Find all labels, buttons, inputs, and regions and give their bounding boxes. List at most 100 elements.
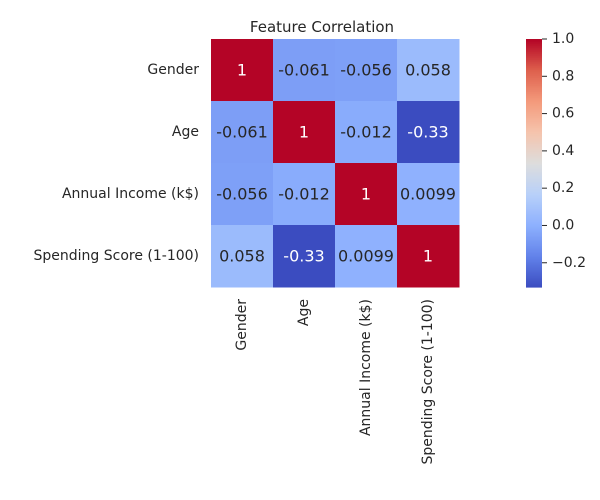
heatmap-cell <box>273 39 336 102</box>
heatmap-cell <box>335 101 398 164</box>
column-tick-label: Spending Score (1-100) <box>420 299 436 465</box>
colorbar-segment <box>526 147 542 150</box>
colorbar-segment <box>526 171 542 174</box>
colorbar-segment <box>526 69 542 72</box>
heatmap-cell-label: 0.0099 <box>400 185 456 204</box>
colorbar-segment <box>526 219 542 222</box>
colorbar-segment <box>526 175 542 178</box>
colorbar-segment <box>526 225 542 228</box>
colorbar-segment <box>526 41 542 44</box>
colorbar-segment <box>526 49 542 52</box>
colorbar-segment <box>526 121 542 124</box>
colorbar-segment <box>526 177 542 180</box>
heatmap-cell <box>397 225 460 288</box>
heatmap-cell <box>335 163 398 226</box>
colorbar-segment <box>526 145 542 148</box>
colorbar-segment <box>526 181 542 184</box>
colorbar-segment <box>526 129 542 132</box>
colorbar-segment <box>526 125 542 128</box>
colorbar-tick-label: 0.4 <box>552 143 574 159</box>
colorbar-segment <box>526 203 542 206</box>
colorbar-segment <box>526 117 542 120</box>
colorbar-segment <box>526 275 542 278</box>
colorbar-segment <box>526 77 542 80</box>
colorbar-segment <box>526 185 542 188</box>
row-tick-label: Gender <box>147 62 199 78</box>
colorbar-segment <box>526 75 542 78</box>
colorbar-segment <box>526 113 542 116</box>
colorbar-segment <box>526 253 542 256</box>
colorbar-segment <box>526 251 542 254</box>
colorbar-segment <box>526 59 542 62</box>
heatmap-cell <box>211 101 274 164</box>
colorbar-segment <box>526 67 542 70</box>
colorbar-tick-label: 0.6 <box>552 106 574 122</box>
colorbar-segment <box>526 227 542 230</box>
heatmap-cell <box>273 101 336 164</box>
colorbar-segment <box>526 233 542 236</box>
heatmap-cell <box>397 39 460 102</box>
colorbar-segment <box>526 137 542 140</box>
colorbar-segment <box>526 179 542 182</box>
colorbar-segment <box>526 55 542 58</box>
colorbar-segment <box>526 183 542 186</box>
colorbar-segment <box>526 101 542 104</box>
colorbar-segment <box>526 221 542 224</box>
colorbar-segment <box>526 161 542 164</box>
colorbar-segment <box>526 195 542 198</box>
heatmap-cell <box>211 39 274 102</box>
colorbar-tick-label: 0.8 <box>552 68 574 84</box>
row-tick-labels: Gender Age Annual Income (k$) Spending Scor… <box>33 62 199 264</box>
heatmap-cell-label: -0.012 <box>278 185 330 204</box>
colorbar-segment <box>526 127 542 130</box>
colorbar-segment <box>526 131 542 134</box>
colorbar-segment <box>526 277 542 280</box>
colorbar-segment <box>526 61 542 64</box>
colorbar-segment <box>526 99 542 102</box>
colorbar-segment <box>526 237 542 240</box>
colorbar-segment <box>526 261 542 264</box>
heatmap-cell-label: 1 <box>361 185 371 204</box>
colorbar-segment <box>526 39 542 42</box>
colorbar-segment <box>526 57 542 60</box>
colorbar-segment <box>526 135 542 138</box>
colorbar-segment <box>526 263 542 266</box>
row-tick-label: Age <box>172 124 199 140</box>
colorbar-segment <box>526 107 542 110</box>
colorbar-segment <box>526 159 542 162</box>
heatmap-cell-label: 1 <box>299 123 309 142</box>
colorbar-segment <box>526 217 542 220</box>
colorbar-tick-label: 0.2 <box>552 180 574 196</box>
heatmap-cell <box>335 39 398 102</box>
colorbar-segment <box>526 85 542 88</box>
column-tick-labels: Gender Age Annual Income (k$) Spending Scor… <box>234 299 436 465</box>
heatmap-cell <box>211 163 274 226</box>
colorbar-segment <box>526 259 542 262</box>
colorbar-segment <box>526 157 542 160</box>
colorbar-segment <box>526 285 542 288</box>
row-tick-label: Spending Score (1-100) <box>33 248 199 264</box>
column-tick-label: Annual Income (k$) <box>358 299 374 436</box>
heatmap-cell-label: -0.061 <box>216 123 268 142</box>
colorbar-segment <box>526 97 542 100</box>
colorbar-segment <box>526 143 542 146</box>
colorbar: −0.2 0.0 0.2 0.4 0.6 0.8 1.0 <box>526 31 586 288</box>
colorbar-segment <box>526 231 542 234</box>
colorbar-segment <box>526 103 542 106</box>
colorbar-segment <box>526 223 542 226</box>
colorbar-segment <box>526 257 542 260</box>
colorbar-segment <box>526 209 542 212</box>
heatmap-cell-label: -0.061 <box>278 61 330 80</box>
colorbar-segment <box>526 83 542 86</box>
colorbar-segment <box>526 43 542 46</box>
colorbar-segment <box>526 199 542 202</box>
heatmap-cell <box>397 101 460 164</box>
heatmap-cell-label: 0.058 <box>219 247 265 266</box>
colorbar-segment <box>526 197 542 200</box>
colorbar-segment <box>526 189 542 192</box>
colorbar-segment <box>526 111 542 114</box>
heatmap-cell <box>273 163 336 226</box>
heatmap-cells: 1 -0.061 -0.056 0.058 -0.061 1 -0.012 -0.33 -0.0… <box>211 39 460 288</box>
